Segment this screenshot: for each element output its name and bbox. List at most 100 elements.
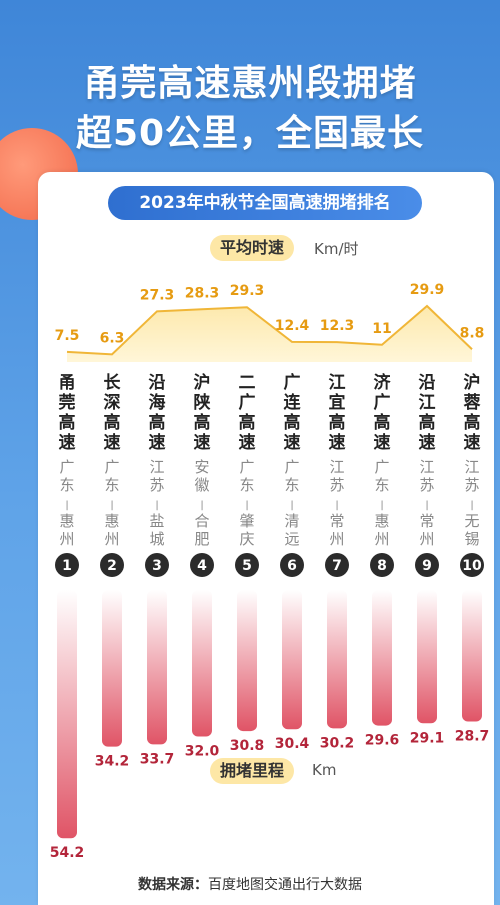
- region-char: 惠: [374, 512, 389, 530]
- road-name-char: 速: [374, 432, 391, 453]
- road-name-char: 速: [194, 432, 211, 453]
- congestion-bar: [417, 590, 437, 723]
- speed-value-label: 27.3: [140, 287, 175, 303]
- region-char: 无: [464, 512, 479, 530]
- rank-number: 3: [152, 558, 162, 574]
- road-name-char: 高: [374, 412, 391, 433]
- road-name-char: 高: [59, 412, 76, 433]
- rank-number: 7: [332, 558, 342, 574]
- region-char: 盐: [149, 512, 164, 530]
- road-name-char: 高: [419, 412, 436, 433]
- road-name-char: 济: [374, 372, 392, 393]
- speed-value-label: 12.4: [275, 318, 310, 334]
- road-name-char: 长: [104, 372, 122, 393]
- region-char: |: [335, 500, 338, 511]
- length-value-label: 34.2: [95, 754, 130, 770]
- region-char: 惠: [104, 512, 119, 530]
- region-char: 江: [464, 458, 479, 476]
- region-char: 广: [59, 458, 74, 476]
- road-name-char: 沪: [464, 372, 481, 393]
- road-name-char: 广: [374, 392, 391, 413]
- congestion-bar: [462, 590, 482, 721]
- speed-value-label: 6.3: [100, 330, 125, 346]
- region-char: 锡: [464, 530, 479, 548]
- region-char: |: [200, 500, 203, 511]
- speed-value-label: 8.8: [460, 325, 485, 341]
- length-value-label: 29.1: [410, 730, 445, 746]
- region-char: 远: [284, 530, 299, 548]
- region-char: 东: [284, 476, 299, 494]
- region-char: 广: [374, 458, 389, 476]
- speed-area: [67, 306, 472, 362]
- road-name-char: 高: [329, 412, 346, 433]
- region-char: 州: [104, 530, 119, 548]
- congestion-bar: [147, 590, 167, 744]
- road-name-char: 沪: [194, 372, 211, 393]
- rank-number: 10: [462, 558, 482, 574]
- rank-number: 5: [242, 558, 252, 574]
- road-name-char: 高: [464, 412, 481, 433]
- road-name-char: 广: [239, 392, 256, 413]
- congestion-bar: [57, 590, 77, 838]
- length-legend-label: 拥堵里程: [210, 758, 294, 784]
- congestion-bar: [372, 590, 392, 726]
- road-name-char: 速: [419, 432, 436, 453]
- region-char: 东: [104, 476, 119, 494]
- road-name-char: 江: [419, 393, 436, 413]
- region-char: 东: [374, 476, 389, 494]
- road-name-char: 速: [284, 432, 301, 453]
- congestion-bar: [237, 590, 257, 731]
- region-char: 清: [284, 512, 299, 530]
- road-name-char: 速: [59, 432, 76, 453]
- length-value-label: 30.2: [320, 735, 355, 751]
- speed-value-label: 7.5: [55, 328, 80, 344]
- road-name-char: 高: [194, 412, 211, 433]
- road-name-char: 速: [464, 432, 481, 453]
- region-char: |: [425, 500, 428, 511]
- road-name-char: 高: [284, 412, 301, 433]
- region-char: 惠: [59, 512, 74, 530]
- road-name-char: 宜: [329, 392, 346, 413]
- rank-number: 6: [287, 558, 297, 574]
- region-char: 肇: [239, 512, 254, 530]
- region-char: 州: [419, 530, 434, 548]
- region-char: |: [290, 500, 293, 511]
- road-name-char: 高: [239, 412, 256, 433]
- region-char: |: [155, 500, 158, 511]
- rank-number: 8: [377, 558, 387, 574]
- rank-number: 2: [107, 558, 117, 574]
- road-name-char: 陕: [194, 392, 211, 413]
- region-char: 徽: [194, 476, 209, 494]
- road-name-char: 速: [239, 432, 256, 453]
- region-char: 州: [374, 530, 389, 548]
- region-char: 江: [329, 458, 344, 476]
- road-name-char: 二: [239, 373, 256, 393]
- region-char: 安: [194, 458, 209, 476]
- region-char: 广: [284, 458, 299, 476]
- region-char: 江: [419, 458, 434, 476]
- road-name-char: 速: [329, 432, 346, 453]
- speed-value-label: 11: [372, 321, 391, 337]
- road-name-char: 蓉: [464, 392, 481, 413]
- speed-value-label: 12.3: [320, 318, 355, 334]
- region-char: |: [65, 500, 68, 511]
- length-value-label: 32.0: [185, 744, 220, 760]
- region-char: 江: [149, 458, 164, 476]
- region-char: 苏: [419, 476, 434, 494]
- data-source: 数据来源：百度地图交通出行大数据: [0, 874, 500, 894]
- length-value-label: 54.2: [50, 845, 85, 861]
- road-name-char: 莞: [59, 393, 76, 413]
- region-char: 肥: [194, 530, 209, 548]
- region-char: 常: [419, 512, 434, 530]
- speed-value-label: 28.3: [185, 285, 220, 301]
- region-char: 东: [239, 476, 254, 494]
- length-value-label: 30.4: [275, 736, 310, 752]
- length-value-label: 28.7: [455, 728, 490, 744]
- road-name-char: 海: [149, 392, 166, 413]
- congestion-bar: [192, 590, 212, 737]
- region-char: 广: [104, 458, 119, 476]
- region-char: |: [380, 500, 383, 511]
- length-value-label: 29.6: [365, 733, 400, 749]
- data-source-text: 百度地图交通出行大数据: [208, 877, 362, 893]
- road-name-char: 江: [329, 373, 346, 393]
